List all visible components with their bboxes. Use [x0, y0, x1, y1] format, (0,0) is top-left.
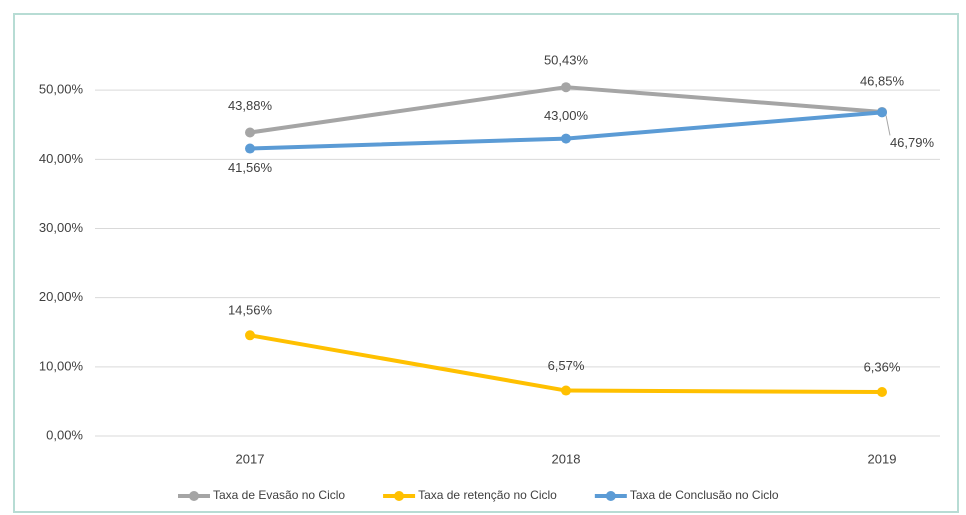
- x-tick-label: 2018: [552, 451, 581, 466]
- data-label: 50,43%: [544, 53, 589, 68]
- legend-label: Taxa de retenção no Ciclo: [418, 488, 557, 502]
- leader-line: [885, 115, 891, 136]
- legend-marker: [189, 491, 199, 501]
- data-label: 41,56%: [228, 160, 273, 175]
- data-point: [877, 387, 887, 398]
- y-tick-label: 40,00%: [39, 151, 84, 166]
- x-tick-label: 2019: [868, 451, 897, 466]
- data-label: 14,56%: [228, 303, 273, 318]
- y-tick-label: 50,00%: [39, 82, 84, 97]
- data-label: 6,57%: [548, 358, 585, 373]
- legend-label: Taxa de Evasão no Ciclo: [213, 488, 345, 502]
- legend-marker: [394, 491, 405, 501]
- data-point: [561, 133, 571, 144]
- data-label: 6,36%: [864, 359, 901, 374]
- data-point: [561, 82, 571, 93]
- y-tick-label: 10,00%: [39, 358, 84, 373]
- data-point: [245, 330, 255, 341]
- x-tick-label: 2017: [236, 451, 265, 466]
- data-point: [245, 143, 255, 154]
- y-tick-label: 30,00%: [39, 220, 84, 235]
- data-point: [877, 107, 887, 118]
- data-point: [561, 385, 571, 396]
- data-label: 46,85%: [860, 73, 905, 88]
- data-point: [245, 127, 255, 138]
- legend-label: Taxa de Conclusão no Ciclo: [630, 488, 779, 502]
- legend-marker: [605, 491, 616, 501]
- chart-frame: [13, 13, 959, 513]
- y-tick-label: 20,00%: [39, 289, 84, 304]
- data-label: 46,79%: [890, 135, 935, 150]
- y-tick-label: 0,00%: [46, 427, 83, 442]
- data-label: 43,00%: [544, 108, 589, 123]
- data-label: 43,88%: [228, 98, 273, 113]
